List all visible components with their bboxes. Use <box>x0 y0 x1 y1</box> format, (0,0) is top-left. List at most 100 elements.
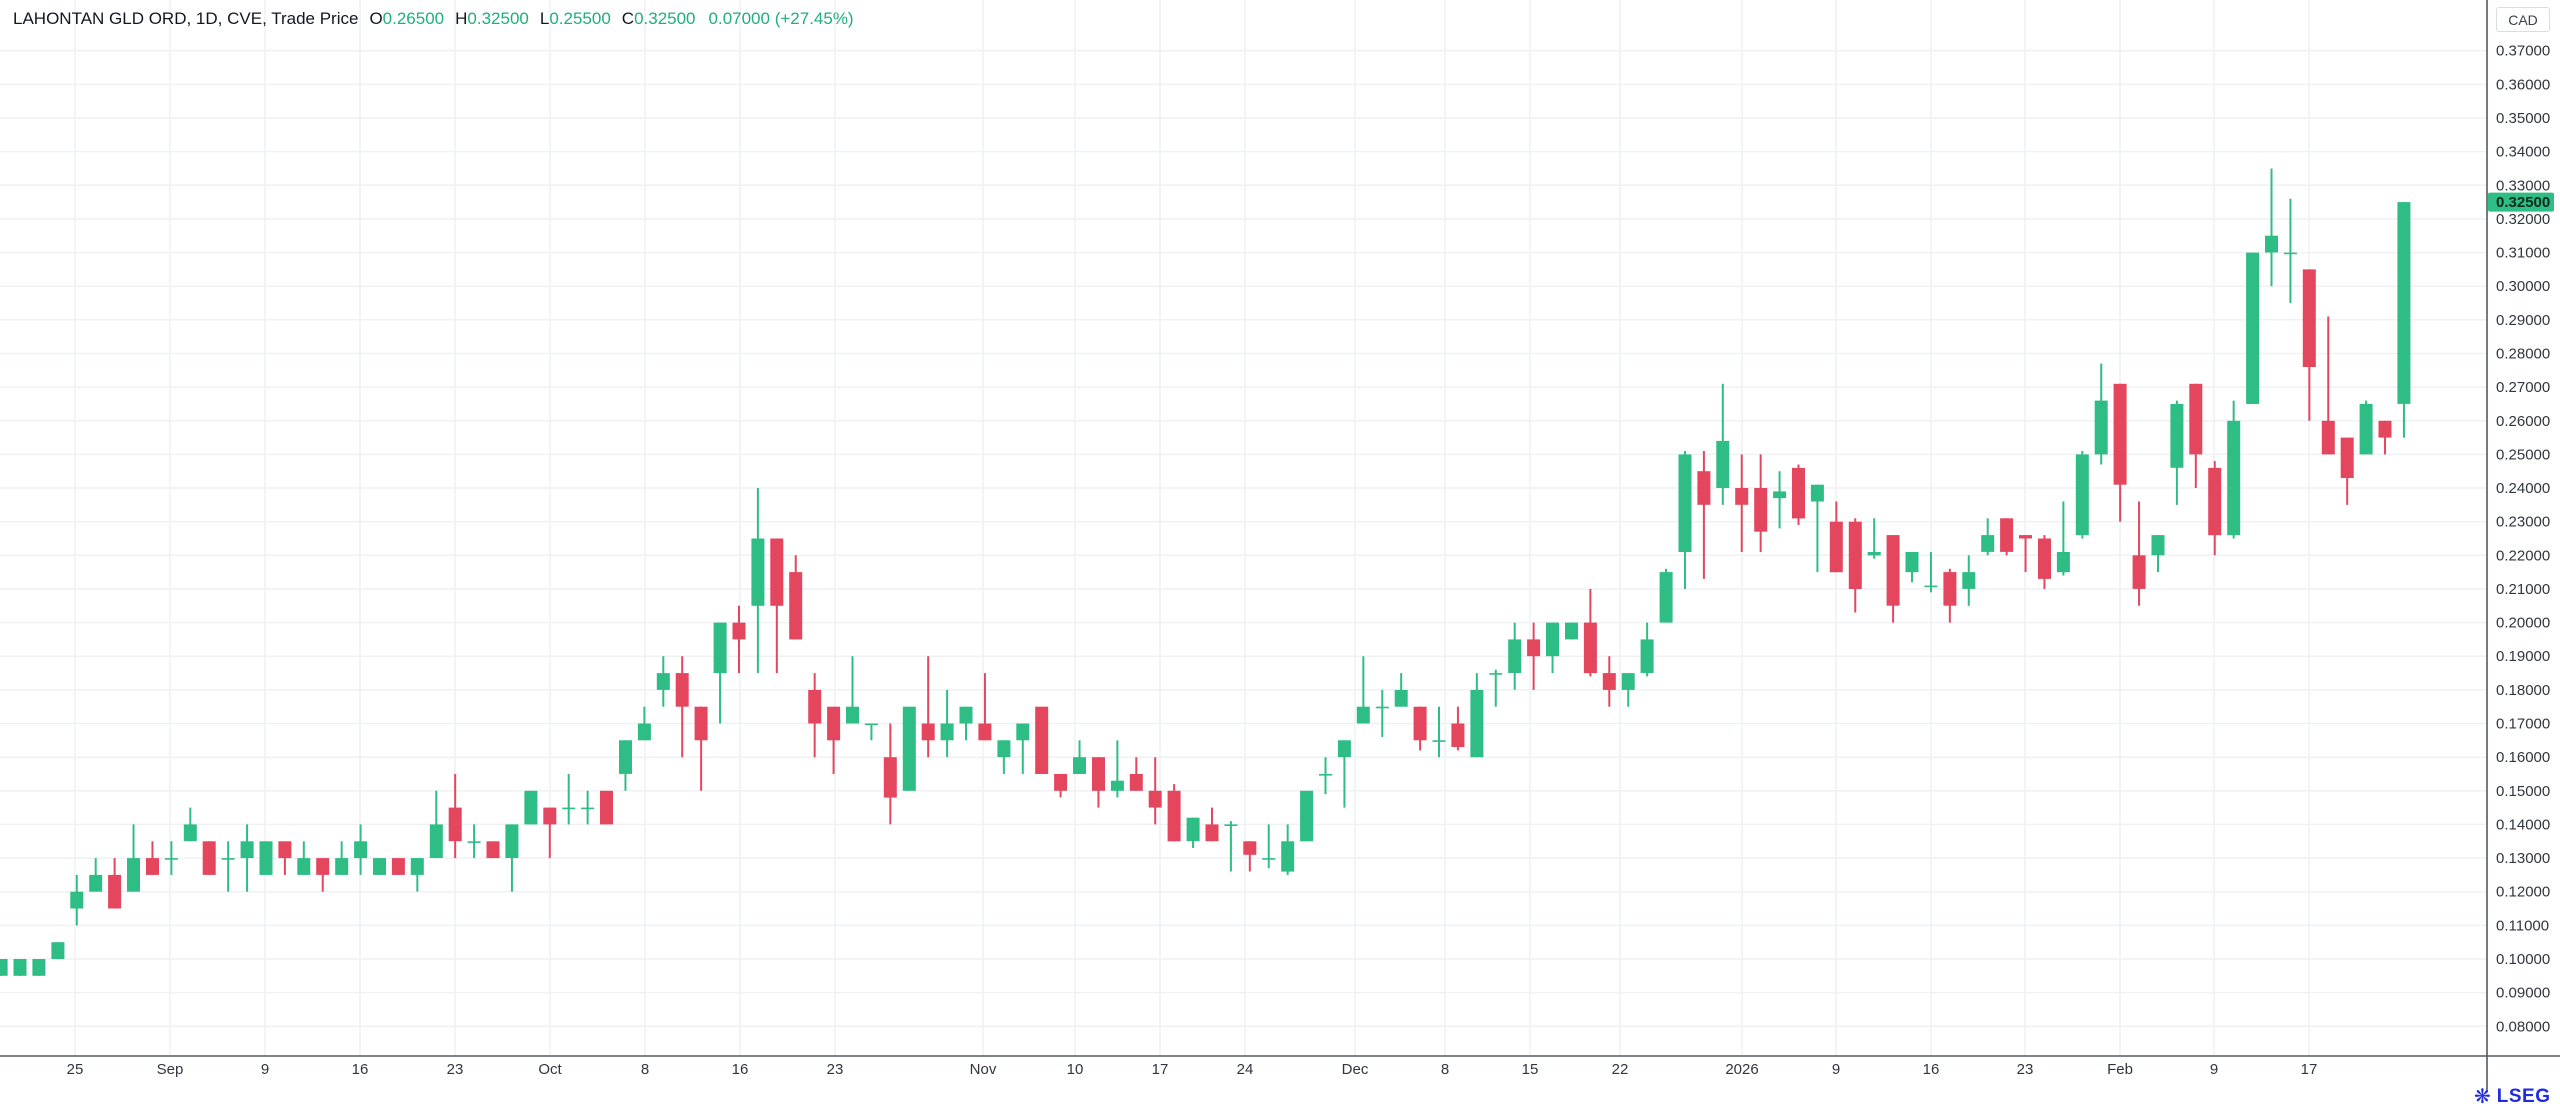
symbol-legend[interactable]: LAHONTAN GLD ORD, 1D, CVE, Trade Price O… <box>13 9 854 29</box>
candle-body <box>164 858 178 860</box>
price-tick-label: 0.11000 <box>2496 917 2549 934</box>
time-axis[interactable]: 25 Sep 9 16 23 Oct 8 16 23 Nov 10 17 24 Dec 8 15 22 2026 9… <box>67 1061 2318 1078</box>
candle <box>0 959 8 976</box>
candle <box>619 740 632 791</box>
candle <box>1186 817 1200 848</box>
candle <box>354 824 368 875</box>
candle-body <box>221 858 235 860</box>
candle <box>1678 451 1692 589</box>
price-tick-label: 0.10000 <box>2496 951 2550 968</box>
price-tick-label: 0.16000 <box>2496 749 2550 766</box>
candle-body <box>789 572 803 640</box>
candle <box>1489 669 1503 707</box>
candle-body <box>2000 518 2014 552</box>
candle <box>1602 656 1616 707</box>
candle-body <box>0 959 8 976</box>
candle-body <box>846 706 859 724</box>
candle <box>278 841 292 875</box>
time-tick-label: 2026 <box>1725 1061 1758 1078</box>
time-tick-label: 24 <box>1237 1061 1254 1078</box>
candle-body <box>316 858 330 875</box>
candle-body <box>600 790 613 825</box>
candle-body <box>770 538 784 606</box>
candle-body <box>2283 252 2297 255</box>
candle <box>637 706 651 741</box>
price-tick-label: 0.29000 <box>2496 312 2550 329</box>
price-axis[interactable]: 0.37000 0.36000 0.35000 0.34000 0.33000 0.320… <box>2496 43 2550 1036</box>
candle <box>1319 757 1332 795</box>
candle <box>1300 790 1314 842</box>
candle-body <box>51 942 65 959</box>
candle <box>1356 656 1370 724</box>
candle-body <box>505 824 519 858</box>
low-value: 0.25500 <box>549 9 611 28</box>
price-tick-label: 0.34000 <box>2496 144 2550 161</box>
candle-body <box>429 824 443 858</box>
candle <box>448 774 462 859</box>
last-price-badge-text: 0.32500 <box>2496 194 2550 211</box>
candle-body <box>1054 774 1068 791</box>
candle <box>146 841 159 875</box>
candle-body <box>391 858 405 875</box>
price-tick-label: 0.30000 <box>2496 278 2550 295</box>
last-price-badge-bg <box>2488 192 2554 212</box>
candle-body <box>1413 706 1427 741</box>
candle <box>524 790 538 825</box>
candle <box>2113 383 2127 522</box>
candle <box>921 656 935 758</box>
close-value: 0.32500 <box>634 9 696 28</box>
candle <box>1432 706 1446 758</box>
time-tick-label: 10 <box>1067 1061 1084 1078</box>
candle-body <box>1697 471 1711 505</box>
candle-body <box>1886 535 1900 606</box>
candle <box>789 555 803 640</box>
candle-body <box>637 723 651 741</box>
candle <box>1565 622 1578 640</box>
candle <box>713 622 727 724</box>
candle-body <box>2075 454 2089 536</box>
price-tick-label: 0.12000 <box>2496 884 2550 901</box>
candle <box>2265 168 2278 287</box>
candle-body <box>694 706 708 741</box>
candle-body <box>2189 383 2203 455</box>
candle-body <box>1527 639 1541 657</box>
candle-body <box>2340 437 2354 478</box>
candle <box>1508 622 1522 690</box>
time-tick-label: 23 <box>447 1061 464 1078</box>
candle <box>2151 535 2165 573</box>
candle-body <box>202 841 216 875</box>
candle <box>1810 484 1824 573</box>
candle <box>1962 555 1976 606</box>
candle-body <box>1924 585 1938 588</box>
candle-body <box>2302 269 2316 367</box>
candle-body <box>410 858 424 875</box>
candle-body <box>1716 440 1730 488</box>
candle <box>259 841 273 875</box>
candle <box>1829 501 1843 573</box>
price-tick-label: 0.36000 <box>2496 76 2550 93</box>
open-value: 0.26500 <box>382 9 445 28</box>
candle-body <box>921 723 935 741</box>
candle-body <box>1659 572 1673 623</box>
candle-body <box>1451 723 1465 747</box>
candle-body <box>1148 790 1162 808</box>
candle <box>2132 501 2146 606</box>
low-label: L <box>539 9 550 28</box>
candle <box>770 538 784 674</box>
candle <box>2359 400 2373 455</box>
candle <box>1054 774 1068 798</box>
price-tick-label: 0.20000 <box>2496 615 2550 632</box>
candle <box>2189 383 2203 488</box>
time-tick-label: 17 <box>1152 1061 1169 1078</box>
candle <box>1773 471 1787 529</box>
candle-body <box>1621 673 1635 690</box>
candle-body <box>713 622 727 674</box>
candle <box>2246 252 2260 404</box>
candle-body <box>2359 403 2373 455</box>
price-tick-label: 0.14000 <box>2496 816 2550 833</box>
candle-body <box>1848 521 1862 589</box>
candle-body <box>2132 555 2146 589</box>
time-tick-label: 25 <box>67 1061 84 1078</box>
candle <box>2075 451 2089 539</box>
